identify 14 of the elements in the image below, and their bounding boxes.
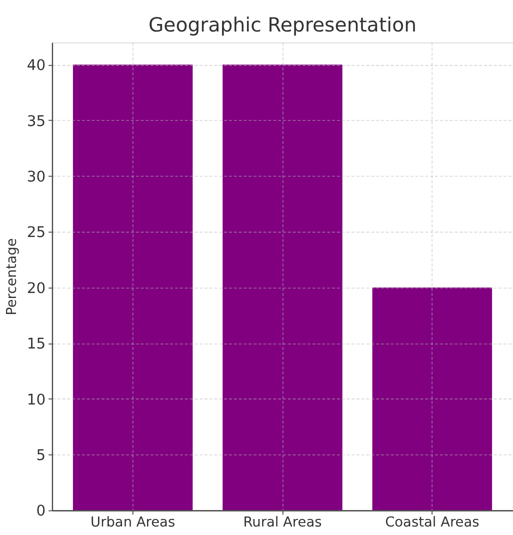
y-tick-label: 5	[36, 446, 46, 464]
x-tick-label: Coastal Areas	[385, 514, 480, 530]
x-tick-label: Urban Areas	[90, 514, 176, 530]
y-tick-label: 0	[36, 502, 46, 520]
y-tick-label: 20	[26, 280, 46, 297]
y-tick-label: 25	[26, 224, 46, 242]
y-tick-label: 15	[26, 336, 46, 353]
y-tick-label: 40	[26, 57, 46, 74]
y-tick-label: 10	[26, 391, 46, 408]
chart-title: Geographic Representation	[148, 14, 417, 37]
y-axis-title: Percentage	[4, 238, 20, 316]
x-tick-label: Rural Areas	[243, 514, 322, 530]
y-tick-label: 35	[26, 112, 46, 130]
y-tick-label: 30	[26, 168, 46, 186]
